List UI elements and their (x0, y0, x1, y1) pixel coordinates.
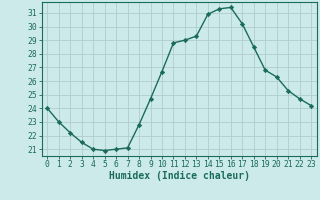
X-axis label: Humidex (Indice chaleur): Humidex (Indice chaleur) (109, 171, 250, 181)
